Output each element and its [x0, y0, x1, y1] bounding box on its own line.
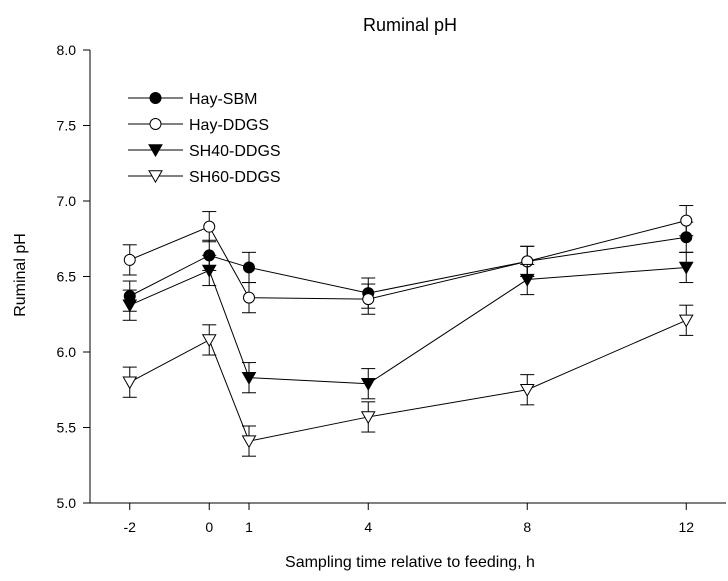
y-tick-label: 7.5: [57, 118, 77, 134]
legend-item: SH60-DDGS: [128, 169, 281, 186]
legend-marker: [148, 170, 163, 184]
data-point: [201, 334, 217, 348]
data-point: [241, 435, 257, 449]
legend-item: Hay-DDGS: [128, 117, 269, 134]
x-tick-label: 4: [364, 519, 372, 535]
legend-marker: [149, 92, 162, 104]
data-point: [519, 384, 535, 397]
data-point: [519, 273, 535, 287]
x-axis-label: Sampling time relative to feeding, h: [285, 554, 535, 571]
legend-marker: [149, 118, 162, 130]
data-point: [241, 371, 257, 385]
series-line: [129, 236, 687, 297]
y-tick-label: 7.0: [57, 193, 77, 209]
legend-label: Hay-DDGS: [189, 117, 269, 134]
data-point: [123, 253, 136, 266]
series-sh40-ddgs: [122, 251, 694, 400]
series-sh60-ddgs: [122, 304, 694, 457]
series-line: [129, 319, 687, 442]
legend-label: SH60-DDGS: [189, 169, 281, 186]
data-point: [243, 261, 255, 274]
legend-label: Hay-SBM: [189, 91, 257, 108]
chart-title: Ruminal pH: [363, 15, 457, 35]
x-tick-label: 12: [678, 519, 694, 535]
data-point: [203, 220, 216, 233]
legend-label: SH40-DDGS: [189, 143, 281, 160]
legend-marker: [148, 144, 163, 158]
data-point: [360, 378, 376, 391]
y-tick-label: 5.0: [57, 495, 77, 511]
data-point: [360, 411, 376, 425]
x-tick-label: 1: [245, 519, 253, 535]
data-point: [122, 299, 138, 313]
y-axis-label: Ruminal pH: [12, 233, 29, 317]
data-point: [678, 261, 694, 275]
series-line: [129, 220, 687, 300]
y-tick-label: 5.5: [57, 420, 77, 436]
data-point: [362, 293, 375, 306]
series-line: [129, 266, 687, 385]
data-point: [243, 291, 255, 304]
legend-item: SH40-DDGS: [128, 143, 281, 160]
data-point: [680, 214, 693, 227]
plot-area: 5.0 5.5 6.0 6.5 7.0 7.5 8.0 -2 0 1 4 8 12: [57, 42, 726, 535]
x-tick-label: 8: [523, 519, 531, 535]
legend: Hay-SBM Hay-DDGS SH40-DDGS SH60-DDGS: [128, 91, 281, 186]
x-tick-label: 0: [205, 519, 213, 535]
data-point: [678, 314, 694, 328]
y-tick-label: 8.0: [57, 42, 77, 58]
data-point: [201, 264, 217, 278]
data-point: [122, 376, 138, 390]
y-tick-label: 6.5: [57, 269, 77, 285]
y-tick-label: 6.0: [57, 344, 77, 360]
legend-item: Hay-SBM: [128, 91, 257, 108]
x-tick-label: -2: [124, 519, 137, 535]
